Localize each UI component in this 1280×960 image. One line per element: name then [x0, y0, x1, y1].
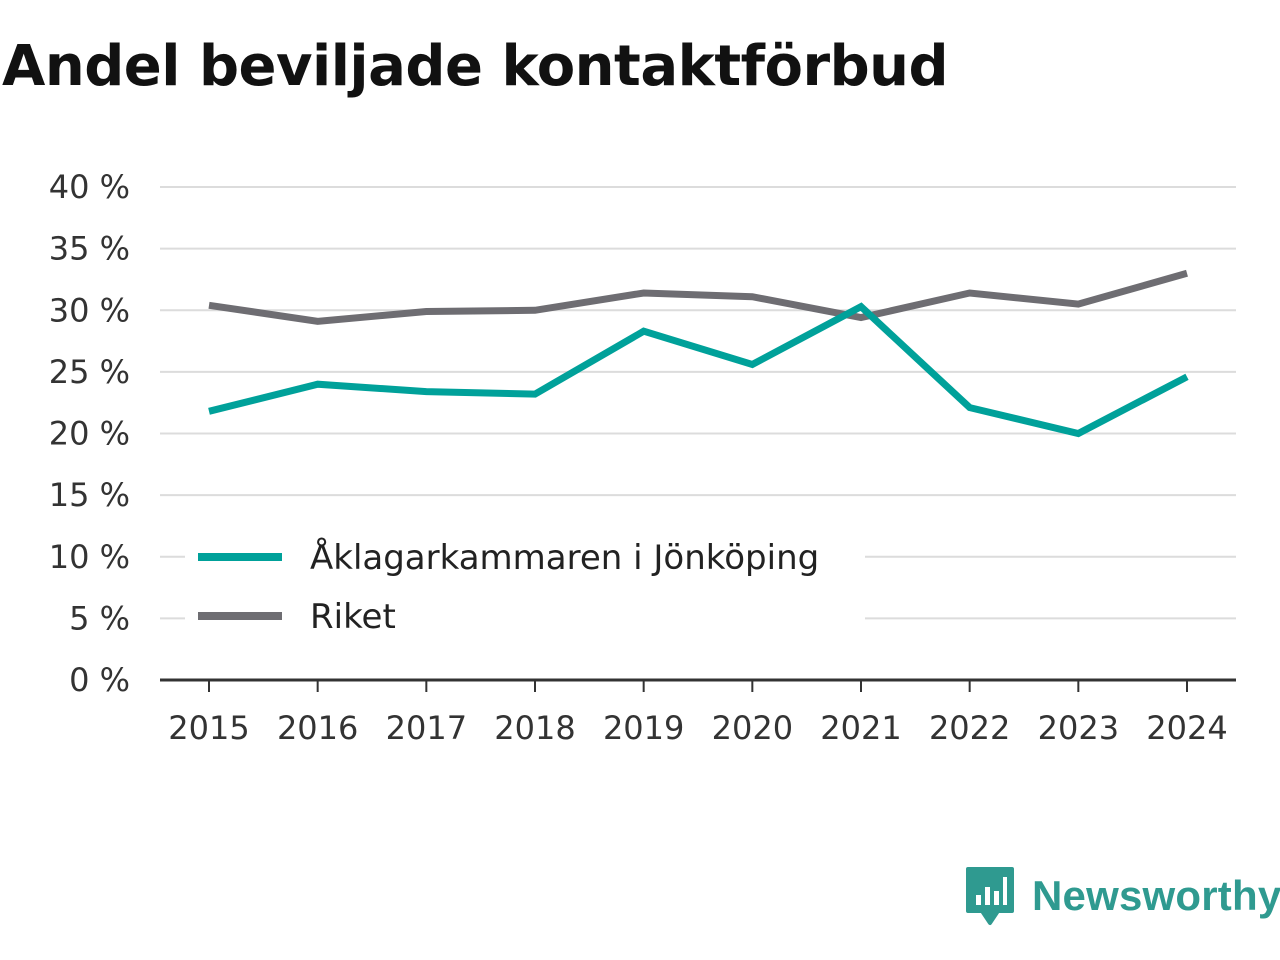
x-tick-label: 2019 [603, 709, 684, 747]
series-lines [208, 269, 1189, 438]
y-axis-tick-labels: 0 % 5 % 10 % 15 % 20 % 25 % 30 % 35 % 40 % [49, 168, 130, 699]
x-tick-label: 2018 [494, 709, 575, 747]
y-tick-label: 20 % [49, 415, 130, 453]
chart-title: Andel beviljade kontaktförbud [2, 34, 949, 99]
newsworthy-logo-icon [966, 867, 1014, 925]
series-line [208, 302, 1189, 438]
brand-name: Newsworthy [1032, 872, 1280, 919]
x-tick-label: 2021 [820, 709, 901, 747]
x-tick-label: 2020 [712, 709, 793, 747]
y-tick-label: 15 % [49, 476, 130, 514]
y-tick-label: 35 % [49, 230, 130, 268]
line-chart: 0 %5 %10 %15 %20 %25 %30 %35 %40 % 2015 2… [49, 168, 1236, 747]
y-tick-label: 5 % [69, 599, 130, 637]
x-tick-label: 2017 [386, 709, 467, 747]
x-tick-label: 2022 [929, 709, 1010, 747]
legend: Åklagarkammaren i Jönköping Riket [185, 527, 865, 645]
y-tick-label: 0 % [69, 661, 130, 699]
brand-logo: Newsworthy [964, 864, 1280, 928]
x-tick-label: 2015 [168, 709, 249, 747]
x-tick-label: 2016 [277, 709, 358, 747]
y-tick-label: 25 % [49, 353, 130, 391]
series-line [208, 269, 1188, 325]
y-tick-label: 10 % [49, 538, 130, 576]
x-axis: 2015 2016 2017 2018 2019 2020 2021 2022 2023 2024 [160, 678, 1236, 747]
y-tick-label: 40 % [49, 168, 130, 206]
x-tick-label: 2024 [1146, 709, 1227, 747]
legend-background [185, 527, 865, 645]
x-tick-label: 2023 [1038, 709, 1119, 747]
legend-label: Riket [310, 597, 396, 637]
legend-label: Åklagarkammaren i Jönköping [310, 537, 819, 578]
y-tick-label: 30 % [49, 291, 130, 329]
